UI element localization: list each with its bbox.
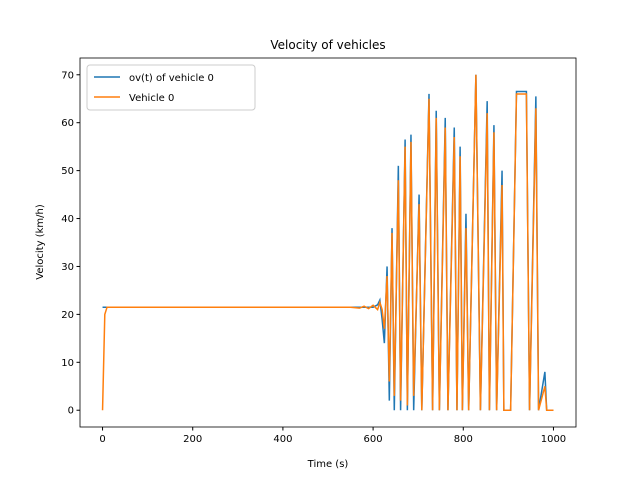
y-tick-label: 0 [68,406,74,417]
legend-label: ov(t) of vehicle 0 [129,73,214,84]
y-tick-label: 20 [61,310,74,321]
legend-box [86,64,256,111]
y-tick-label: 50 [61,166,74,177]
series-line [101,74,554,411]
chart-title: Velocity of vehicles [270,38,385,52]
x-tick-label: 1000 [541,434,566,445]
y-tick-label: 10 [61,358,74,369]
x-tick-label: 400 [273,434,292,445]
x-tick-label: 600 [364,434,383,445]
y-axis-label: Velocity (km/h) [35,204,46,280]
y-tick-label: 70 [61,70,74,81]
x-tick-label: 200 [183,434,202,445]
series-line [102,74,554,411]
y-tick-label: 30 [61,262,74,273]
legend-label: Vehicle 0 [129,93,174,104]
y-tick-label: 40 [61,214,74,225]
x-tick-label: 800 [454,434,473,445]
x-tick-label: 0 [99,434,105,445]
plot-frame [79,57,577,428]
y-tick-label: 60 [61,118,74,129]
x-axis-label: Time (s) [307,459,349,470]
